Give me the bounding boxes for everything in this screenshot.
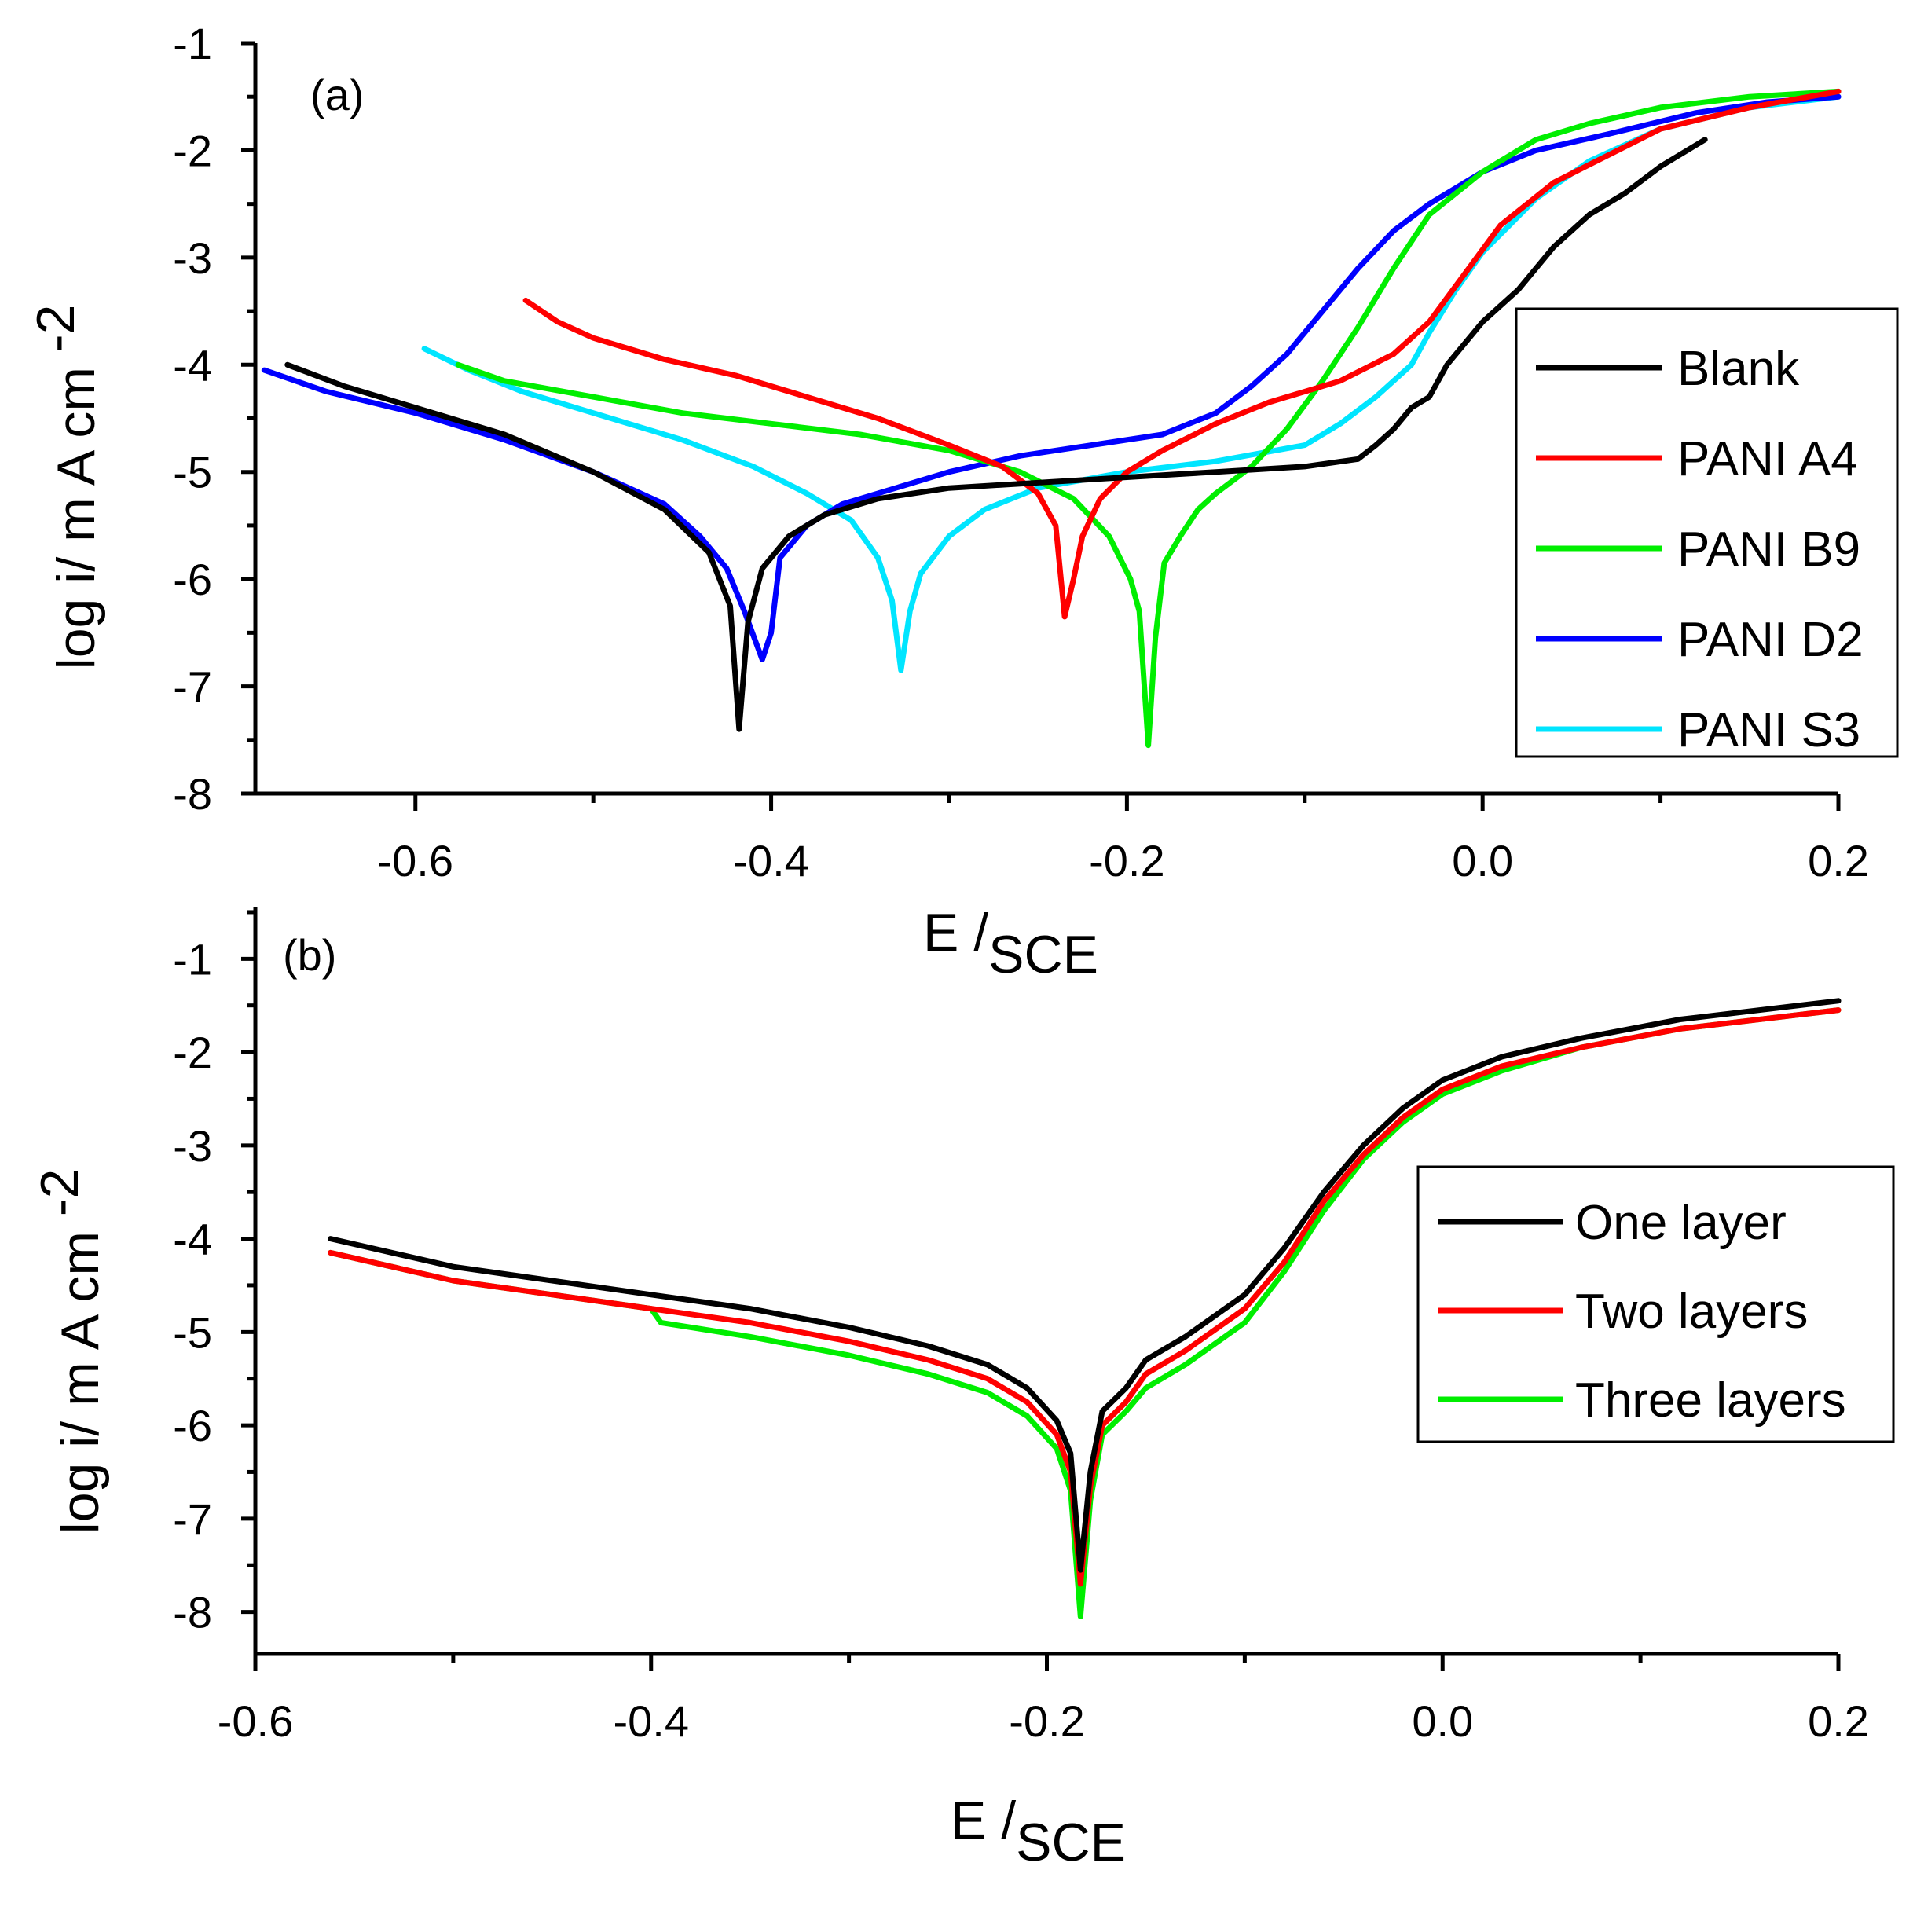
y-tick-label: -5 <box>173 1307 212 1357</box>
legend-label: One layer <box>1575 1196 1787 1250</box>
y-tick-label: -8 <box>173 769 212 819</box>
y-tick-label: -3 <box>173 233 212 283</box>
y-tick-label: -5 <box>173 448 212 497</box>
x-tick-label: 0.2 <box>1808 836 1869 885</box>
y-tick-label: -7 <box>173 662 212 712</box>
series-line-pani-a4 <box>522 88 1842 620</box>
series-lines <box>328 998 1842 1619</box>
legend-label: PANI D2 <box>1677 613 1864 667</box>
chart-panel-a: -1 -2 -3 -4 -5 -6 -7 -8 -0.6 -0.4 -0.2 0.0 0.2 E /SCE… <box>26 19 1899 984</box>
y-tick-label: -8 <box>173 1588 212 1637</box>
series-line-blank <box>284 137 1708 732</box>
legend: Blank PANI A4 PANI B9 PANI D2 PANI S3 <box>1515 307 1899 758</box>
legend: One layer Two layers Three layers <box>1416 1165 1895 1443</box>
y-tick-label: -7 <box>173 1494 212 1544</box>
x-tick-label: -0.2 <box>1089 836 1165 885</box>
legend-label: Three layers <box>1575 1373 1846 1428</box>
legend-label: PANI S3 <box>1677 703 1860 757</box>
y-tick-label: -1 <box>173 19 212 68</box>
x-tick-label: 0.0 <box>1452 836 1513 885</box>
x-tick-label: -0.4 <box>614 1696 690 1746</box>
x-tick-label: -0.6 <box>218 1696 294 1746</box>
series-line-pani-s3 <box>421 93 1842 673</box>
series-lines <box>261 88 1842 749</box>
x-tick-label: -0.6 <box>378 836 454 885</box>
legend-label: PANI A4 <box>1677 432 1858 486</box>
x-tick-label: -0.2 <box>1009 1696 1085 1746</box>
x-tick-label: 0.2 <box>1808 1696 1869 1746</box>
y-tick-label: -1 <box>173 934 212 984</box>
x-axis-title: E /SCE <box>951 1791 1126 1872</box>
y-axis-title: log i/ m A cm -2 <box>26 305 106 670</box>
panel-label: (b) <box>283 930 336 980</box>
legend-box <box>1515 307 1899 758</box>
x-tick-label: 0.0 <box>1412 1696 1473 1746</box>
chart-panel-b: -1 -2 -3 -4 -5 -6 -7 -8 -0.6 -0.4 -0.2 0.0 0.2 E /SCE… <box>30 907 1895 1872</box>
x-axis-title: E /SCE <box>923 903 1098 984</box>
legend-box <box>1416 1165 1895 1443</box>
legend-label: PANI B9 <box>1677 522 1860 577</box>
series-line-one-layer <box>328 998 1842 1573</box>
y-tick-label: -4 <box>173 340 212 390</box>
y-tick-label: -6 <box>173 1401 212 1450</box>
legend-label: Two layers <box>1575 1285 1808 1339</box>
y-axis-title: log i/ m A cm -2 <box>30 1169 110 1534</box>
y-tick-label: -2 <box>173 1028 212 1077</box>
panel-label: (a) <box>310 70 364 119</box>
y-tick-label: -4 <box>173 1215 212 1264</box>
legend-label: Blank <box>1677 342 1800 396</box>
y-tick-label: -2 <box>173 126 212 175</box>
series-line-pani-b9 <box>455 88 1842 749</box>
y-tick-label: -3 <box>173 1121 212 1171</box>
x-tick-label: -0.4 <box>733 836 809 885</box>
y-tick-label: -6 <box>173 555 212 604</box>
